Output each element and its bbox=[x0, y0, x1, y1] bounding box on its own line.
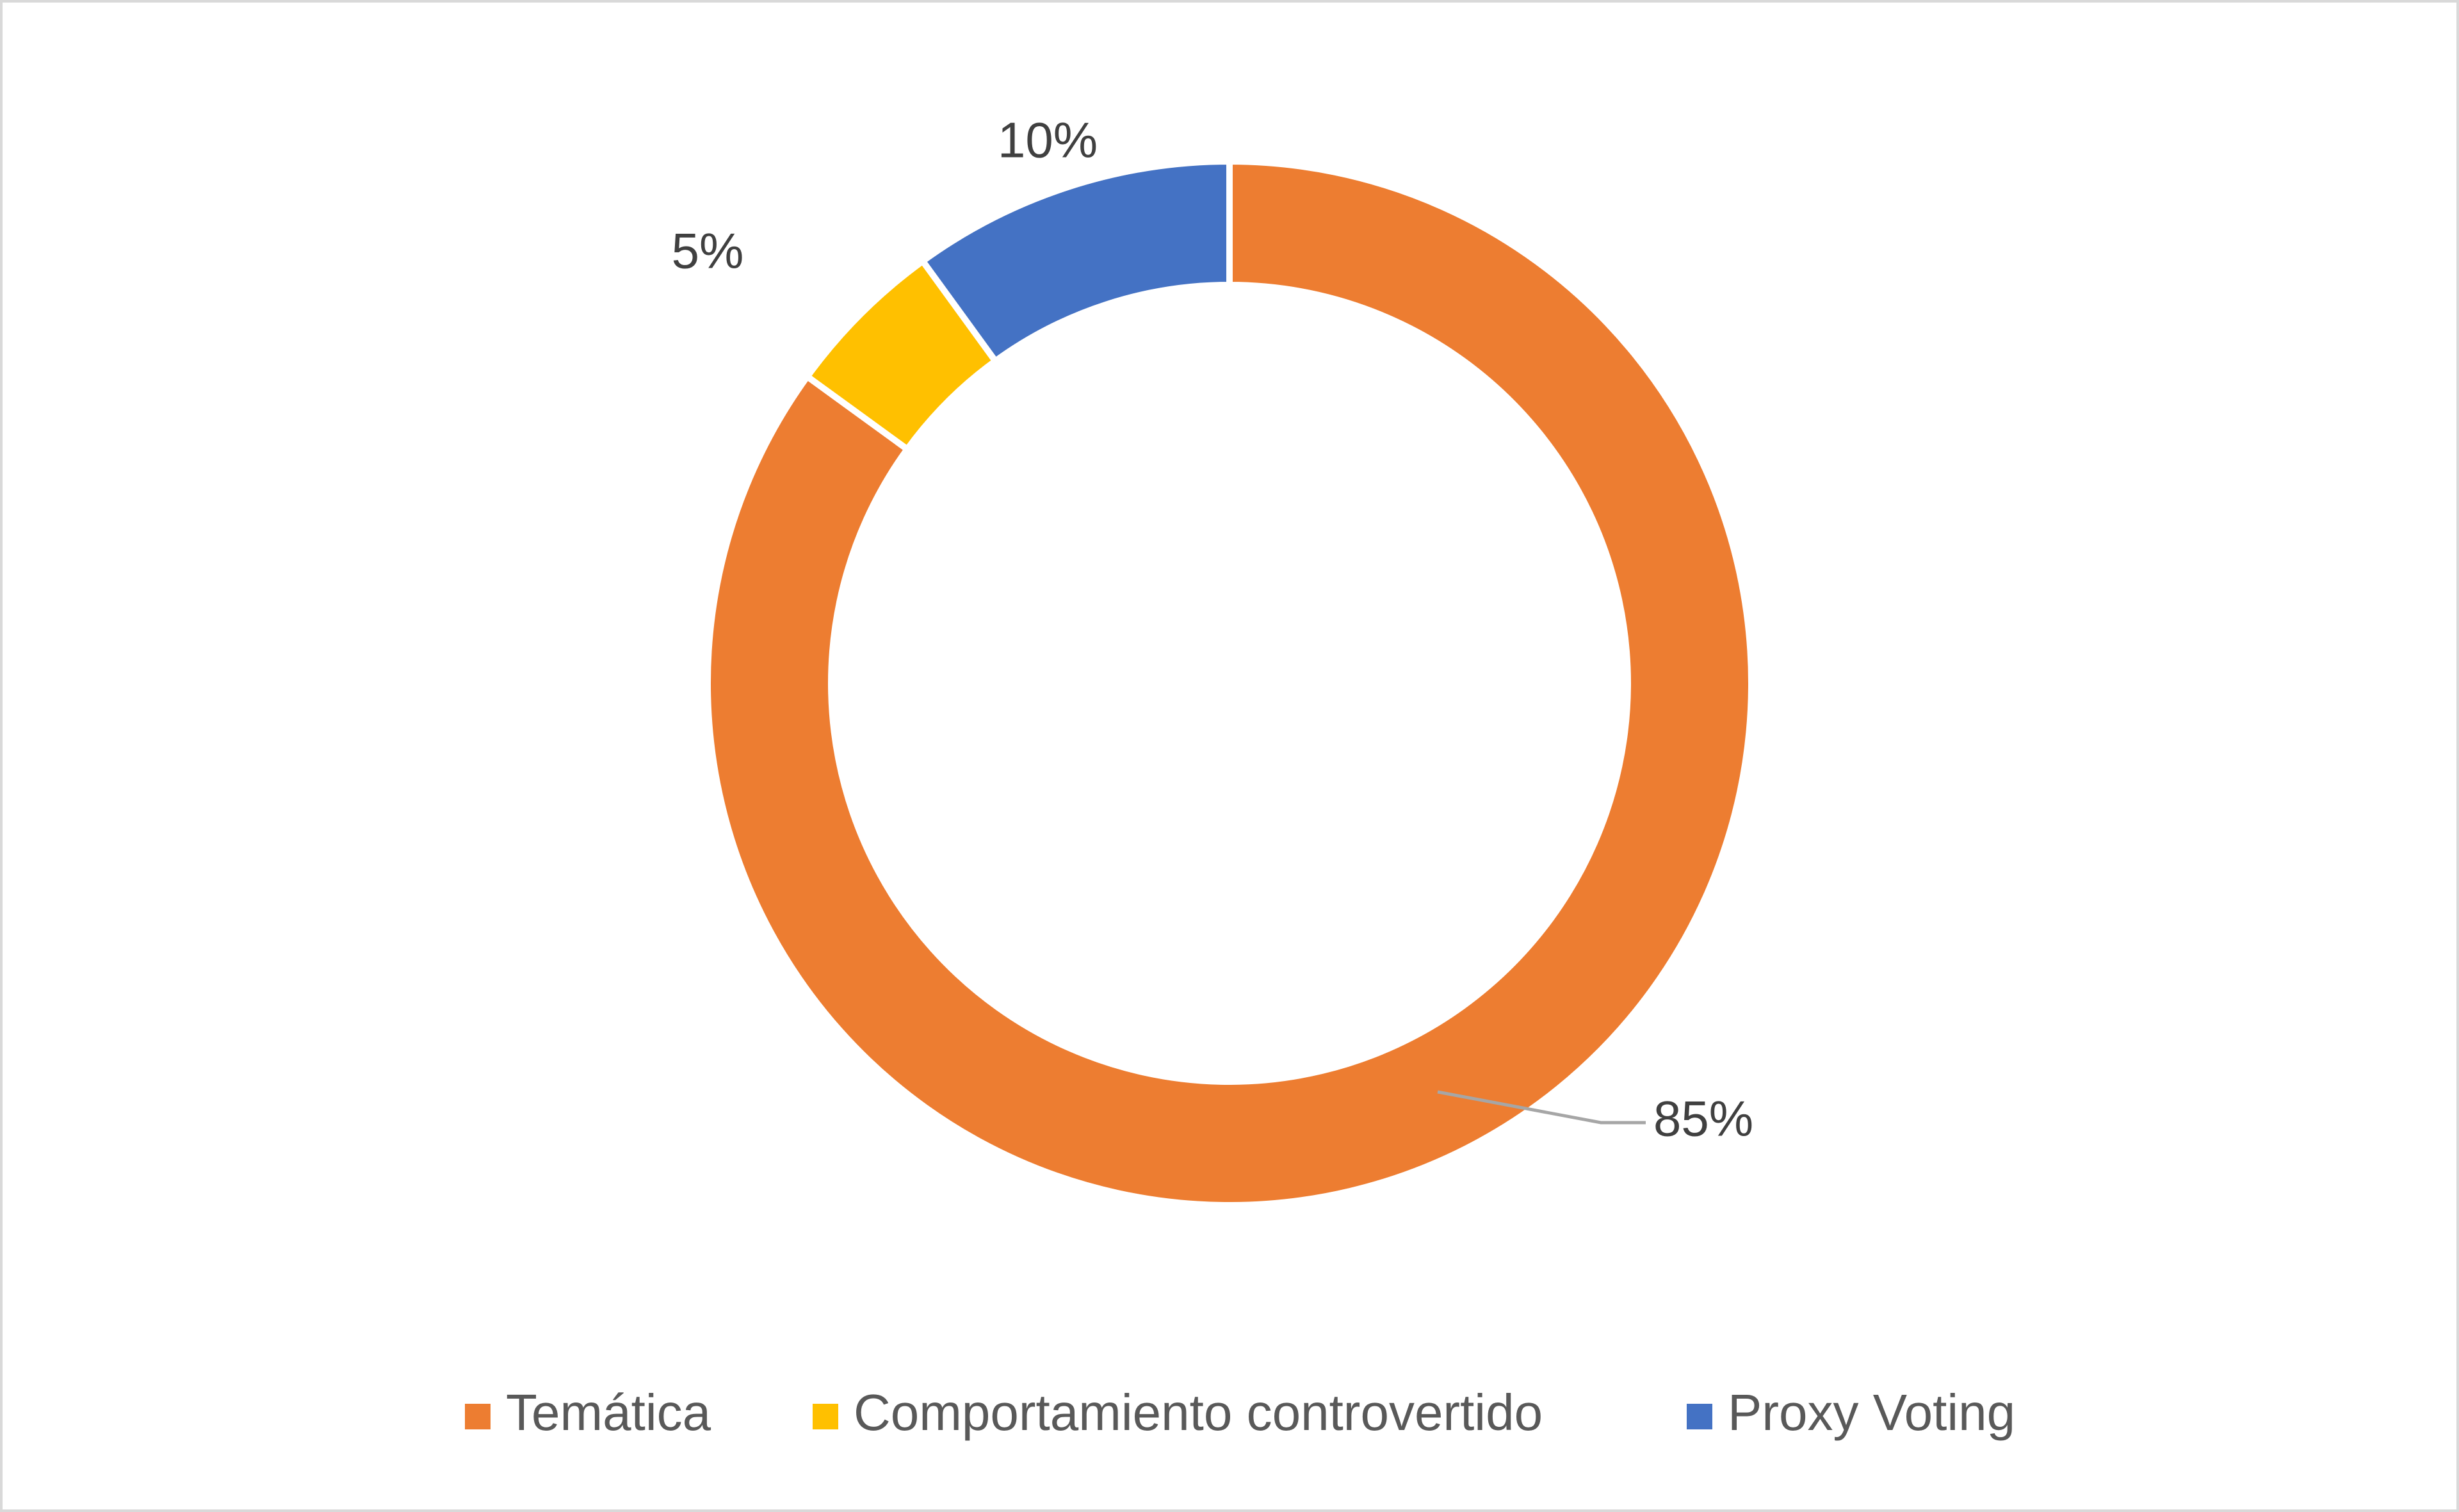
legend-label-proxy-voting: Proxy Voting bbox=[1728, 1384, 2015, 1441]
data-label-comportamiento-controvertido: 5% bbox=[672, 223, 744, 279]
leader-line-tematica bbox=[1437, 1090, 1646, 1125]
donut-slices bbox=[704, 158, 1755, 1208]
data-label-tematica: 85% bbox=[1653, 1091, 1753, 1147]
leader-lines bbox=[1437, 1090, 1646, 1125]
data-label-proxy-voting: 10% bbox=[998, 112, 1098, 168]
slice-tematica bbox=[704, 158, 1755, 1208]
legend-swatch-comportamiento-controvertido bbox=[813, 1404, 838, 1429]
data-labels: 85% 5% 10% bbox=[672, 112, 1753, 1147]
legend-label-comportamiento-controvertido: Comportamiento controvertido bbox=[854, 1384, 1543, 1441]
legend-label-tematica: Temática bbox=[506, 1384, 711, 1441]
legend-swatch-proxy-voting bbox=[1687, 1404, 1712, 1429]
legend: Temática Comportamiento controvertido Prox… bbox=[465, 1384, 2015, 1441]
slice-proxy-voting bbox=[918, 158, 1233, 366]
legend-swatch-tematica bbox=[465, 1404, 491, 1429]
